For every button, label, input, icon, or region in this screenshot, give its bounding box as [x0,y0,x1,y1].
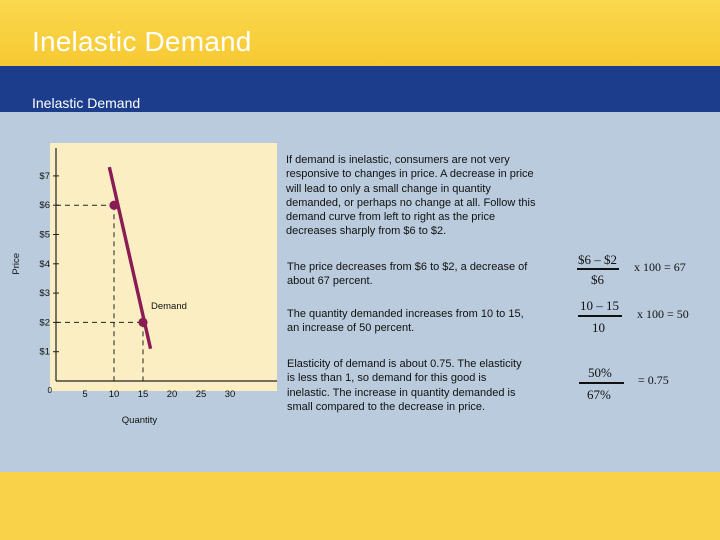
y-tick-label: $3 [39,288,50,299]
demand-point [138,317,148,327]
price-formula-numerator: $6 – $2 [578,252,617,267]
elasticity-formula-numerator: 50% [588,365,612,380]
elasticity-formula-bar [579,382,624,384]
y-tick-label: $4 [39,259,50,270]
paragraph-price-decrease: The price decreases from $6 to $2, a dec… [287,261,528,288]
x-tick-label: 30 [225,389,236,400]
paragraph-inelastic-definition: If demand is inelastic, consumers are no… [286,154,536,238]
x-tick-label: 15 [138,389,149,400]
title-band [0,0,720,66]
price-formula-bar [577,268,619,270]
elasticity-formula-result: = 0.75 [638,373,669,387]
guide-lines [56,204,144,381]
demand-point [109,200,119,210]
x-tick-label: 20 [167,389,178,400]
price-formula-result: x 100 = 67 [634,260,686,274]
section-header-bar [0,66,720,112]
origin-label: 0 [48,386,53,395]
quantity-formula-bar [578,315,622,317]
slide-title: Inelastic Demand [32,26,252,57]
x-axis-label: Quantity [122,415,158,426]
y-tick-label: $7 [39,171,50,182]
y-tick-label: $1 [39,347,50,358]
y-tick-label: $5 [39,230,50,241]
quantity-formula-result: x 100 = 50 [637,307,689,321]
y-tick-label: $6 [39,200,50,211]
demand-line-label: Demand [151,301,187,312]
plot-area [50,143,277,391]
quantity-formula-numerator: 10 – 15 [580,298,619,313]
chart-labels: $1 $2 $3 $4 $5 $6 $7 5 10 15 20 25 30 0 Quantity Price D… [11,171,235,426]
x-tick-label: 5 [82,389,87,400]
elasticity-formula-denominator: 67% [587,387,611,402]
section-title: Inelastic Demand [32,95,141,111]
paragraph-quantity-increase: The quantity demanded increases from 10 … [287,308,524,335]
x-tick-label: 10 [109,389,120,400]
quantity-formula-denominator: 10 [592,320,605,335]
x-tick-label: 25 [196,389,207,400]
paragraph-elasticity: Elasticity of demand is about 0.75. The … [287,358,522,413]
y-axis-label: Price [11,253,22,275]
series-layer [107,166,153,350]
y-tick-label: $2 [39,317,50,328]
price-formula-denominator: $6 [591,272,604,287]
